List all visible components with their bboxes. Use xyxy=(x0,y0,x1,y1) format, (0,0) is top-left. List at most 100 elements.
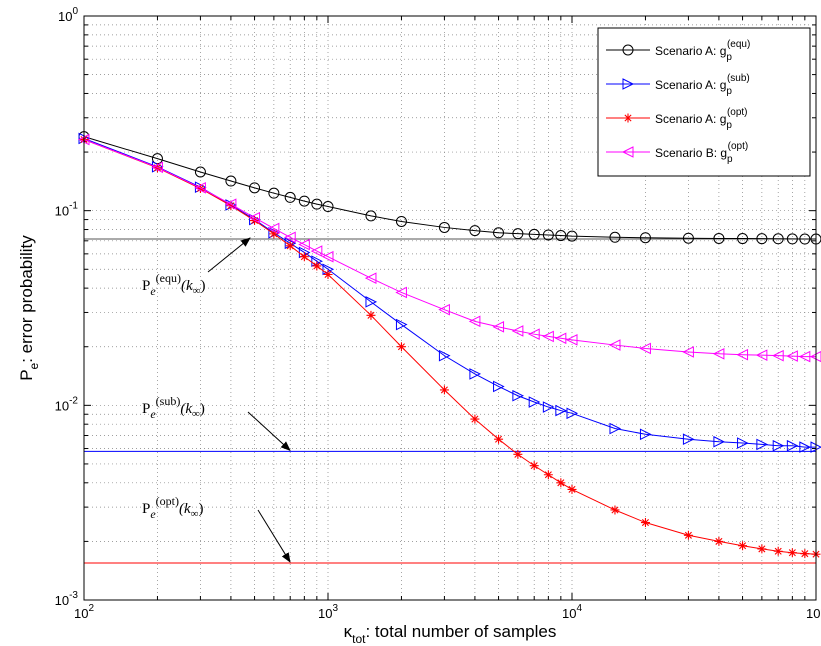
data-point xyxy=(225,175,237,187)
asymptote-arrow xyxy=(247,411,291,452)
data-point xyxy=(224,198,237,210)
data-point xyxy=(512,389,524,402)
data-point xyxy=(713,435,726,448)
data-point xyxy=(542,229,554,241)
data-point xyxy=(756,438,768,451)
data-point xyxy=(543,470,553,480)
data-point xyxy=(609,422,622,435)
data-point xyxy=(468,315,481,328)
data-point xyxy=(738,541,748,551)
data-point xyxy=(542,401,555,413)
series-line xyxy=(83,139,816,358)
data-point xyxy=(493,380,505,393)
data-point xyxy=(714,536,724,546)
data-point xyxy=(555,404,567,417)
data-point xyxy=(528,228,540,240)
data-point xyxy=(396,342,406,352)
legend: Scenario A: gp(equ) Scenario A: gp(sub) Sc… xyxy=(597,27,811,177)
x-tick-label: 104 xyxy=(562,603,582,621)
asymptote-label: Pe(equ)(k∞) xyxy=(142,271,206,298)
y-tick-label: 10-3 xyxy=(55,590,79,608)
data-point xyxy=(639,342,651,355)
data-point xyxy=(542,330,554,343)
data-point xyxy=(772,439,785,452)
data-point xyxy=(565,334,578,346)
data-point xyxy=(528,396,541,408)
data-point xyxy=(438,349,451,362)
data-point xyxy=(512,228,524,240)
data-point xyxy=(799,441,811,453)
data-point xyxy=(556,478,566,488)
data-point xyxy=(786,439,799,452)
series-lines xyxy=(77,131,821,559)
data-point xyxy=(194,166,206,178)
data-point xyxy=(609,231,621,243)
data-point xyxy=(513,449,523,459)
data-point xyxy=(284,191,296,203)
data-point xyxy=(682,433,695,445)
data-point xyxy=(786,350,798,362)
data-point xyxy=(312,261,322,271)
data-point xyxy=(395,286,407,299)
x-tick-label: 103 xyxy=(318,603,338,621)
series-line xyxy=(83,136,816,240)
data-point xyxy=(226,201,236,211)
data-point xyxy=(682,232,694,244)
data-point xyxy=(610,505,620,515)
y-tick-label: 100 xyxy=(58,6,78,24)
y-tick-label: 10-2 xyxy=(55,395,79,413)
legend-label: Scenario A: gp(opt) xyxy=(655,107,748,131)
data-point xyxy=(298,238,310,251)
x-axis-label: κtot: total number of samples xyxy=(344,622,557,646)
data-point xyxy=(194,182,206,194)
data-point xyxy=(622,78,635,90)
data-point xyxy=(364,272,377,284)
data-point xyxy=(439,385,449,395)
data-point xyxy=(639,232,651,244)
x-tick-label: 105 xyxy=(806,603,821,621)
data-point xyxy=(470,414,480,424)
data-point xyxy=(267,222,280,235)
data-point xyxy=(756,233,768,245)
series-line xyxy=(83,139,817,555)
asymptote-annotations: Pe(equ)(k∞) Pe(sub)(k∞) Pe(opt)(k∞) xyxy=(142,237,291,563)
data-point xyxy=(621,146,634,158)
data-point xyxy=(786,233,798,245)
data-point xyxy=(713,232,725,244)
series-2 xyxy=(79,135,821,559)
data-point xyxy=(438,221,450,233)
data-point xyxy=(566,230,578,242)
data-point xyxy=(151,161,163,174)
data-point xyxy=(554,332,567,345)
asymptote-arrow xyxy=(257,509,291,563)
data-point xyxy=(365,296,378,308)
data-point xyxy=(511,325,524,337)
data-point xyxy=(799,233,811,245)
data-point xyxy=(492,321,505,333)
y-axis-label: Pe: error probability xyxy=(17,235,41,381)
x-tick-label: 102 xyxy=(74,603,94,621)
data-point xyxy=(712,347,725,360)
data-point xyxy=(365,210,377,222)
legend-label: Scenario A: gp(sub) xyxy=(655,73,750,97)
data-point xyxy=(608,339,621,351)
data-point xyxy=(755,349,768,361)
data-point xyxy=(395,318,408,331)
data-point xyxy=(284,231,296,244)
data-point xyxy=(528,328,540,340)
asymptote-label: Pe(opt)(k∞) xyxy=(142,494,204,521)
data-point xyxy=(640,518,650,528)
plot-frame xyxy=(83,15,817,601)
data-point xyxy=(683,530,693,540)
data-point xyxy=(438,303,450,316)
data-point xyxy=(268,187,280,199)
data-point xyxy=(798,350,811,363)
data-point xyxy=(469,368,482,380)
data-point xyxy=(639,428,652,441)
series-line xyxy=(83,137,816,448)
data-point xyxy=(529,461,539,471)
data-point xyxy=(494,434,504,444)
data-point xyxy=(493,227,505,239)
asymptote-lines xyxy=(84,238,816,564)
